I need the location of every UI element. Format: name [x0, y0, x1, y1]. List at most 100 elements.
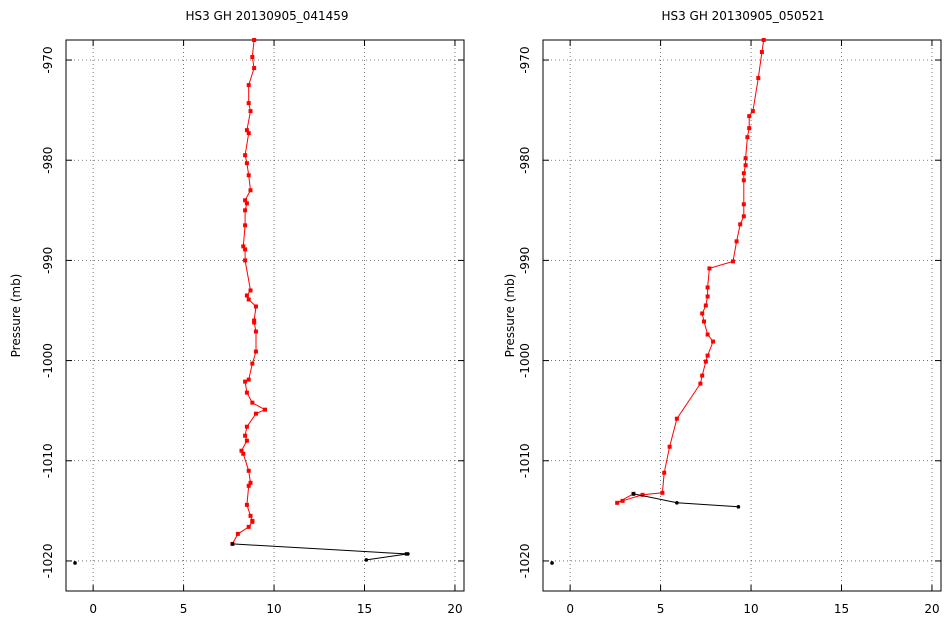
data-point	[747, 114, 752, 119]
data-point	[703, 359, 708, 364]
data-point	[250, 519, 255, 524]
data-point	[248, 480, 253, 485]
data-point	[747, 126, 752, 131]
x-tick-label: 20	[924, 602, 939, 616]
data-point	[364, 558, 369, 562]
data-point	[246, 83, 251, 88]
data-point	[246, 131, 251, 136]
y-tick-label: -980	[518, 147, 532, 174]
data-point	[244, 390, 249, 395]
chart-title: HS3 GH 20130905_041459	[185, 9, 348, 23]
x-tick-label: 20	[447, 602, 462, 616]
data-point	[244, 502, 249, 507]
data-point	[711, 339, 716, 344]
data-point	[730, 259, 735, 264]
y-tick-label: -1020	[41, 544, 55, 579]
data-point	[631, 492, 636, 496]
data-point	[250, 400, 255, 405]
data-point	[246, 483, 251, 488]
data-point	[241, 451, 246, 456]
series-line	[616, 39, 765, 504]
y-tick-label: -1010	[518, 443, 532, 478]
data-point	[660, 490, 665, 495]
data-point	[705, 353, 710, 358]
data-point	[246, 524, 251, 529]
data-point	[230, 542, 235, 546]
data-point	[243, 223, 248, 228]
data-point	[244, 128, 249, 133]
data-point	[244, 201, 249, 206]
data-point	[705, 285, 710, 290]
data-point	[243, 247, 248, 252]
data-point	[674, 416, 679, 421]
data-point	[243, 198, 248, 203]
data-point	[703, 303, 708, 308]
data-point	[244, 293, 249, 298]
data-point	[756, 76, 761, 81]
data-point	[741, 178, 746, 183]
data-point	[246, 101, 251, 106]
x-tick-label: 0	[566, 602, 574, 616]
data-point	[246, 377, 251, 382]
data-point	[741, 214, 746, 219]
data-point	[705, 294, 710, 299]
data-point	[252, 320, 257, 325]
data-point	[761, 38, 766, 42]
data-point	[662, 470, 667, 475]
data-point	[743, 156, 748, 161]
data-point	[253, 349, 258, 354]
series-line	[232, 543, 408, 561]
data-point	[550, 561, 554, 565]
data-point	[707, 266, 712, 271]
data-point	[243, 208, 248, 213]
data-point	[250, 361, 255, 366]
data-point	[406, 552, 410, 556]
data-point	[239, 448, 244, 453]
x-tick-label: 15	[357, 602, 372, 616]
data-point	[734, 239, 739, 244]
x-tick-label: 5	[657, 602, 665, 616]
data-point	[243, 379, 248, 384]
data-point	[248, 188, 253, 193]
data-point	[248, 109, 253, 114]
data-point	[253, 411, 258, 416]
x-tick-label: 15	[834, 602, 849, 616]
data-point	[246, 297, 251, 302]
data-point	[253, 304, 258, 309]
data-point	[675, 501, 679, 505]
data-point	[244, 438, 249, 443]
data-point	[250, 55, 255, 60]
data-point	[235, 531, 240, 536]
data-point	[741, 171, 746, 176]
data-point	[750, 109, 755, 114]
y-tick-label: -970	[518, 46, 532, 73]
x-tick-label: 10	[743, 602, 758, 616]
data-point	[243, 258, 248, 263]
data-point	[640, 492, 645, 497]
data-point	[698, 381, 703, 386]
data-point	[244, 424, 249, 429]
data-point	[667, 444, 672, 449]
data-point	[705, 332, 710, 337]
y-tick-label: -1020	[518, 544, 532, 579]
y-tick-label: -1010	[41, 443, 55, 478]
chart-title: HS3 GH 20130905_050521	[661, 9, 824, 23]
data-point	[620, 498, 625, 503]
data-point	[243, 153, 248, 158]
data-point	[702, 319, 707, 324]
x-tick-label: 5	[180, 602, 188, 616]
plot-frame	[65, 39, 465, 592]
data-point	[741, 202, 746, 207]
y-tick-label: -1000	[518, 343, 532, 378]
data-point	[700, 373, 705, 378]
data-point	[745, 135, 750, 140]
y-axis-label: Pressure (mb)	[9, 274, 23, 358]
data-point	[252, 318, 257, 323]
x-tick-label: 0	[89, 602, 97, 616]
data-point	[738, 222, 743, 227]
data-point	[759, 50, 764, 55]
data-point	[615, 500, 620, 505]
data-point	[241, 244, 246, 249]
data-point	[243, 433, 248, 438]
